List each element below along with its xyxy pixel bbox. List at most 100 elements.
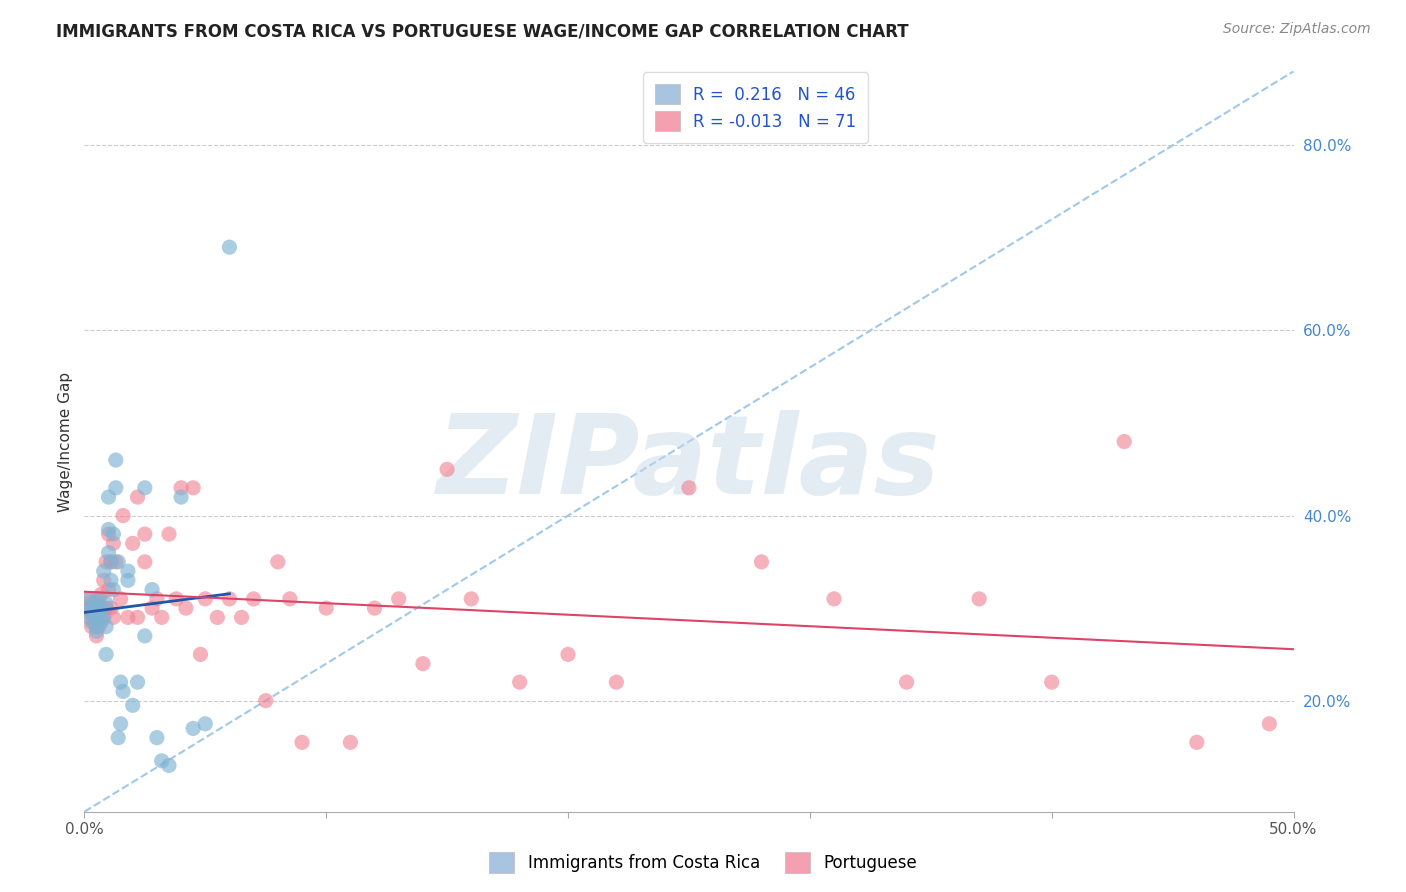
Point (181, 722, 204, 736)
Point (1185, 735, 1208, 749)
Point (127, 610, 149, 624)
Point (94, 601, 117, 615)
Point (76, 601, 98, 615)
Point (121, 536, 143, 550)
Point (77, 591, 100, 606)
Point (100, 601, 122, 615)
Point (678, 481, 700, 495)
Point (83, 597, 105, 611)
Point (267, 555, 290, 569)
Point (100, 555, 122, 569)
Point (83, 601, 105, 615)
Point (165, 591, 187, 606)
Point (170, 490, 193, 504)
Point (97, 523, 120, 537)
Point (97, 546, 120, 560)
Point (93, 610, 115, 624)
Point (86, 591, 108, 606)
Point (80, 597, 103, 611)
Point (100, 555, 122, 569)
Point (141, 601, 163, 615)
Point (823, 591, 845, 606)
Point (557, 648, 579, 662)
Legend: R =  0.216   N = 46, R = -0.013   N = 71: R = 0.216 N = 46, R = -0.013 N = 71 (643, 72, 868, 143)
Point (94, 648, 117, 662)
Point (103, 527, 125, 541)
Point (1258, 716, 1281, 731)
Point (110, 591, 132, 606)
Point (94, 555, 117, 569)
Point (157, 527, 180, 541)
Point (363, 601, 385, 615)
Text: Source: ZipAtlas.com: Source: ZipAtlas.com (1223, 22, 1371, 37)
Y-axis label: Wage/Income Gap: Wage/Income Gap (58, 371, 73, 512)
Point (1114, 434, 1136, 449)
Point (107, 555, 129, 569)
Point (77, 610, 100, 624)
Point (141, 582, 163, 597)
Point (231, 610, 253, 624)
Point (100, 574, 122, 588)
Point (97, 490, 120, 504)
Point (460, 591, 482, 606)
Point (134, 629, 156, 643)
Point (134, 527, 156, 541)
Point (117, 574, 139, 588)
Legend: Immigrants from Costa Rica, Portuguese: Immigrants from Costa Rica, Portuguese (482, 846, 924, 880)
Text: ZIPatlas: ZIPatlas (437, 410, 941, 517)
Point (87, 606, 110, 620)
Point (94, 597, 117, 611)
Point (104, 481, 127, 495)
Point (112, 684, 135, 698)
Point (412, 657, 434, 671)
Point (117, 564, 139, 578)
Point (315, 601, 337, 615)
Point (110, 716, 132, 731)
Point (90, 601, 112, 615)
Point (104, 453, 127, 467)
Point (218, 591, 240, 606)
Point (291, 735, 314, 749)
Point (121, 698, 143, 713)
Point (87, 601, 110, 615)
Point (242, 591, 264, 606)
Point (80, 619, 103, 633)
Point (127, 490, 149, 504)
Point (967, 591, 990, 606)
Point (134, 555, 156, 569)
Point (117, 610, 139, 624)
Point (83, 615, 105, 629)
Point (104, 555, 127, 569)
Point (157, 758, 180, 772)
Point (90, 615, 112, 629)
Point (751, 555, 773, 569)
Point (150, 754, 173, 768)
Point (103, 582, 125, 597)
Point (127, 675, 149, 690)
Point (207, 610, 229, 624)
Point (194, 591, 217, 606)
Point (86, 624, 108, 639)
Point (254, 694, 277, 708)
Point (83, 610, 105, 624)
Point (80, 601, 103, 615)
Point (90, 587, 112, 601)
Point (107, 731, 129, 745)
Point (190, 648, 212, 662)
Point (110, 675, 132, 690)
Point (86, 601, 108, 615)
Point (134, 481, 156, 495)
Point (896, 675, 918, 690)
Point (93, 610, 115, 624)
Point (77, 606, 100, 620)
Point (86, 629, 108, 643)
Point (97, 582, 120, 597)
Point (170, 481, 193, 495)
Point (80, 606, 103, 620)
Point (146, 591, 169, 606)
Point (86, 610, 108, 624)
Point (388, 591, 411, 606)
Point (174, 601, 197, 615)
Point (103, 536, 125, 550)
Point (87, 591, 110, 606)
